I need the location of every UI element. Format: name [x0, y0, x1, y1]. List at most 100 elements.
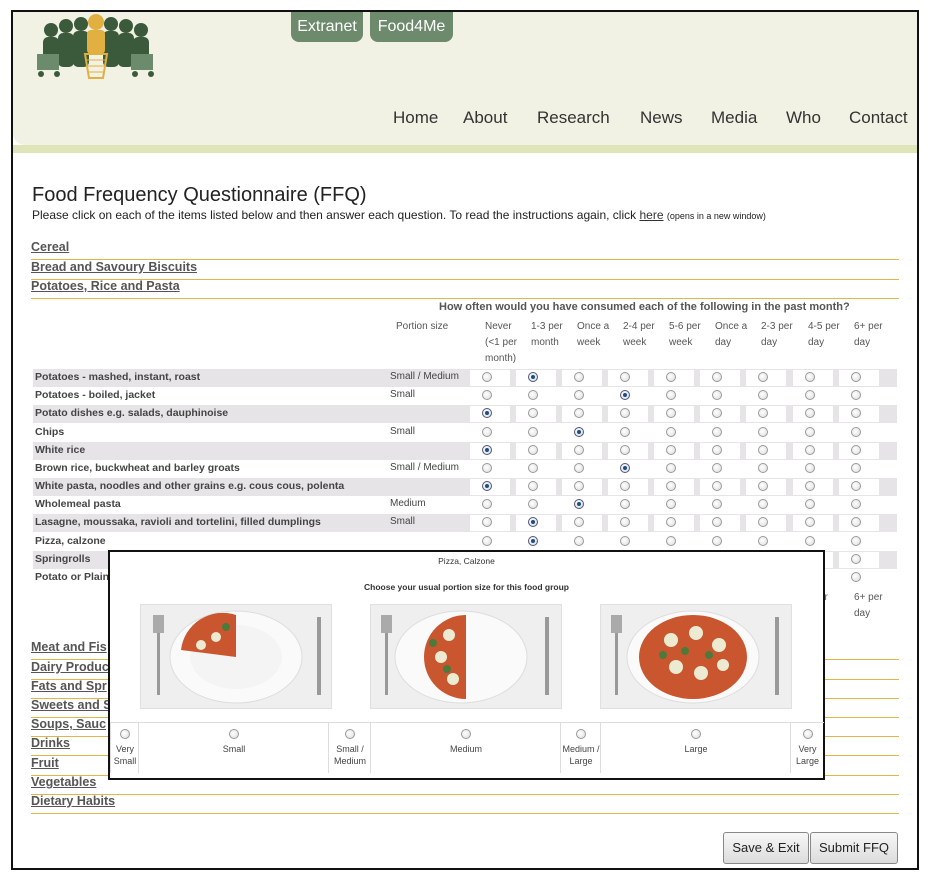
portion-option[interactable]: Small / Medium — [328, 722, 371, 773]
frequency-radio[interactable] — [758, 517, 768, 527]
nav-who[interactable]: Who — [786, 108, 821, 127]
frequency-radio[interactable] — [805, 481, 815, 491]
frequency-radio[interactable] — [712, 481, 722, 491]
frequency-radio[interactable] — [574, 463, 584, 473]
frequency-radio[interactable] — [758, 390, 768, 400]
frequency-radio[interactable] — [574, 481, 584, 491]
frequency-radio[interactable] — [574, 445, 584, 455]
frequency-radio[interactable] — [758, 372, 768, 382]
frequency-radio[interactable] — [666, 372, 676, 382]
frequency-radio[interactable] — [666, 536, 676, 546]
portion-size-value[interactable]: Small — [390, 516, 416, 527]
nav-home[interactable]: Home — [393, 108, 439, 127]
frequency-radio[interactable] — [620, 372, 630, 382]
frequency-radio[interactable] — [528, 390, 538, 400]
frequency-radio[interactable] — [712, 463, 722, 473]
frequency-radio[interactable] — [666, 427, 676, 437]
frequency-radio[interactable] — [666, 517, 676, 527]
nav-contact[interactable]: Contact — [849, 108, 908, 127]
frequency-radio[interactable] — [805, 427, 815, 437]
frequency-radio[interactable] — [712, 408, 722, 418]
portion-radio[interactable] — [120, 729, 130, 739]
frequency-radio[interactable] — [666, 390, 676, 400]
frequency-radio[interactable] — [620, 499, 630, 509]
frequency-radio[interactable] — [758, 445, 768, 455]
frequency-radio[interactable] — [805, 499, 815, 509]
frequency-radio[interactable] — [482, 408, 492, 418]
frequency-radio[interactable] — [666, 499, 676, 509]
frequency-radio[interactable] — [851, 554, 861, 564]
frequency-radio[interactable] — [574, 372, 584, 382]
frequency-radio[interactable] — [528, 499, 538, 509]
portion-size-value[interactable]: Small — [390, 426, 416, 437]
frequency-radio[interactable] — [528, 427, 538, 437]
portion-option[interactable]: Very Large — [790, 722, 824, 773]
frequency-radio[interactable] — [758, 427, 768, 437]
portion-option[interactable]: Medium — [370, 722, 561, 773]
frequency-radio[interactable] — [482, 445, 492, 455]
frequency-radio[interactable] — [758, 536, 768, 546]
frequency-radio[interactable] — [574, 408, 584, 418]
frequency-radio[interactable] — [528, 445, 538, 455]
frequency-radio[interactable] — [620, 445, 630, 455]
frequency-radio[interactable] — [712, 517, 722, 527]
portion-radio[interactable] — [229, 729, 239, 739]
frequency-radio[interactable] — [620, 463, 630, 473]
frequency-radio[interactable] — [758, 499, 768, 509]
portion-radio[interactable] — [576, 729, 586, 739]
frequency-radio[interactable] — [574, 390, 584, 400]
frequency-radio[interactable] — [666, 481, 676, 491]
portion-radio[interactable] — [461, 729, 471, 739]
tab-extranet[interactable]: Extranet — [291, 12, 363, 42]
frequency-radio[interactable] — [482, 372, 492, 382]
frequency-radio[interactable] — [620, 390, 630, 400]
frequency-radio[interactable] — [758, 481, 768, 491]
frequency-radio[interactable] — [805, 536, 815, 546]
portion-radio[interactable] — [802, 729, 813, 739]
frequency-radio[interactable] — [805, 408, 815, 418]
frequency-radio[interactable] — [528, 372, 538, 382]
frequency-radio[interactable] — [574, 499, 584, 509]
frequency-radio[interactable] — [851, 481, 861, 491]
section-bread[interactable]: Bread and Savoury Biscuits — [31, 260, 899, 280]
frequency-radio[interactable] — [712, 445, 722, 455]
frequency-radio[interactable] — [851, 372, 861, 382]
frequency-radio[interactable] — [620, 427, 630, 437]
section-link[interactable]: Vegetables — [31, 775, 899, 795]
save-exit-button[interactable]: Save & Exit — [723, 832, 809, 864]
section-potatoes[interactable]: Potatoes, Rice and Pasta — [31, 279, 899, 299]
nav-about[interactable]: About — [463, 108, 508, 127]
frequency-radio[interactable] — [528, 481, 538, 491]
frequency-radio[interactable] — [851, 536, 861, 546]
portion-option[interactable]: Large — [600, 722, 791, 773]
frequency-radio[interactable] — [666, 445, 676, 455]
portion-option[interactable]: Very Small — [110, 722, 139, 773]
frequency-radio[interactable] — [851, 390, 861, 400]
frequency-radio[interactable] — [574, 517, 584, 527]
portion-size-value[interactable]: Medium — [390, 498, 426, 509]
frequency-radio[interactable] — [758, 408, 768, 418]
portion-size-value[interactable]: Small / Medium — [390, 462, 459, 473]
frequency-radio[interactable] — [482, 481, 492, 491]
frequency-radio[interactable] — [851, 408, 861, 418]
nav-media[interactable]: Media — [711, 108, 758, 127]
submit-ffq-button[interactable]: Submit FFQ — [810, 832, 898, 864]
portion-size-value[interactable]: Small / Medium — [390, 371, 459, 382]
food4me-logo[interactable] — [31, 12, 161, 82]
frequency-radio[interactable] — [851, 572, 861, 582]
portion-size-value[interactable]: Small — [390, 389, 416, 400]
frequency-radio[interactable] — [528, 408, 538, 418]
frequency-radio[interactable] — [482, 499, 492, 509]
frequency-radio[interactable] — [620, 536, 630, 546]
frequency-radio[interactable] — [482, 427, 492, 437]
frequency-radio[interactable] — [805, 445, 815, 455]
frequency-radio[interactable] — [712, 372, 722, 382]
section-link[interactable]: Dietary Habits — [31, 794, 899, 814]
frequency-radio[interactable] — [574, 427, 584, 437]
portion-option[interactable]: Medium / Large — [560, 722, 601, 773]
frequency-radio[interactable] — [805, 463, 815, 473]
section-cereal[interactable]: Cereal — [31, 240, 899, 260]
frequency-radio[interactable] — [574, 536, 584, 546]
frequency-radio[interactable] — [851, 499, 861, 509]
frequency-radio[interactable] — [805, 390, 815, 400]
